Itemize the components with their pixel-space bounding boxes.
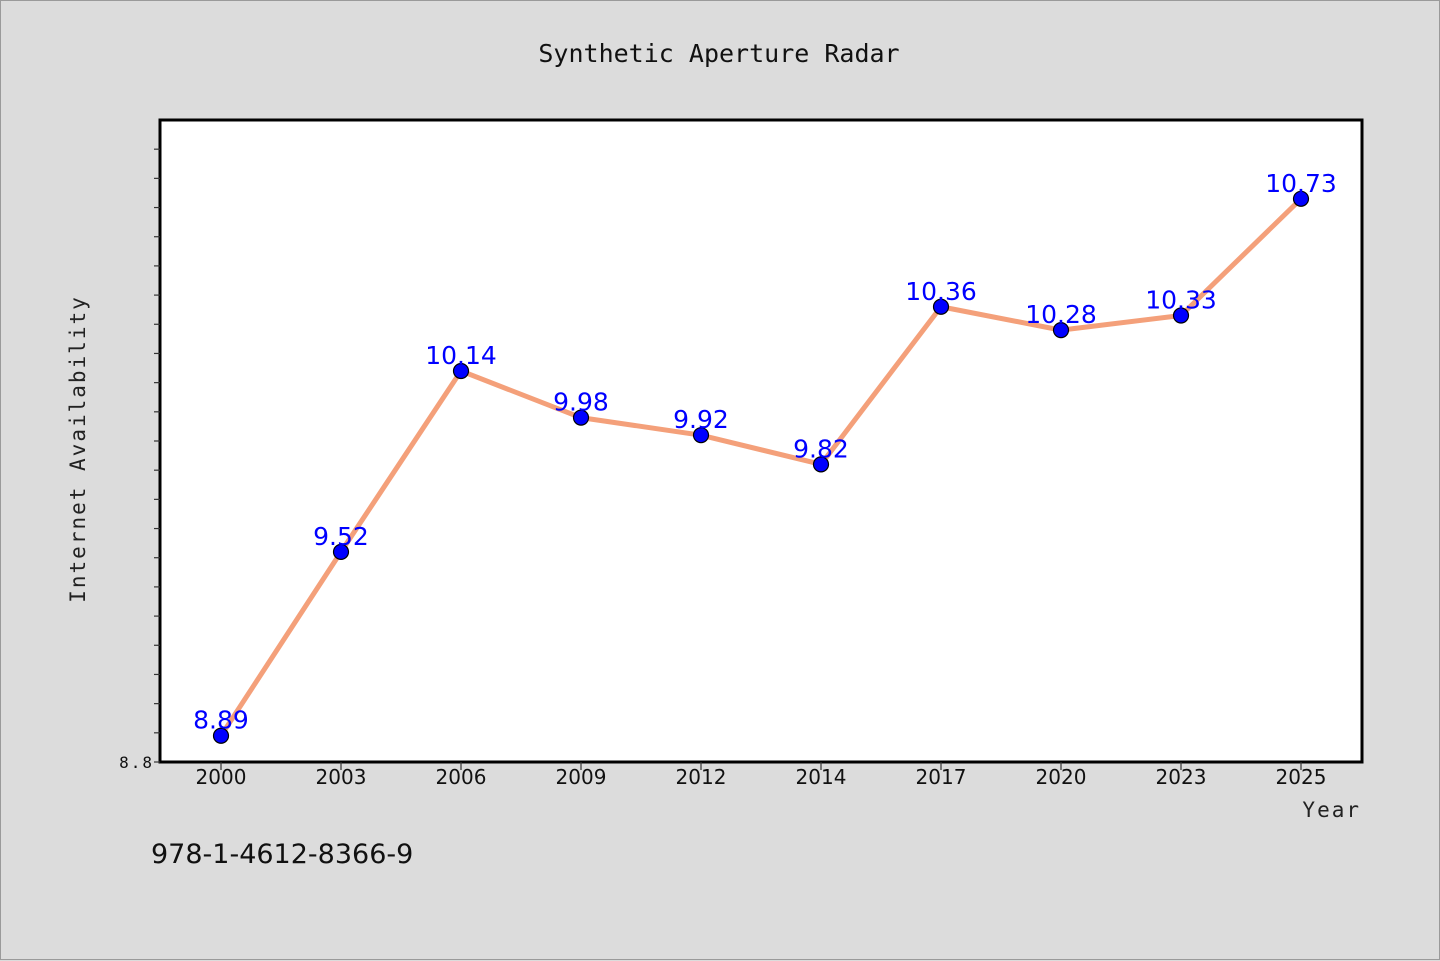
data-point: [1172, 307, 1190, 324]
x-tick-label: 2003: [316, 765, 367, 789]
x-tick-label: 2009: [556, 765, 607, 789]
y-tick-label: 8.8: [119, 753, 154, 772]
data-label: 9.92: [673, 405, 729, 434]
y-axis-label: Internet Availability: [66, 295, 90, 603]
x-axis-label: Year: [1302, 798, 1361, 822]
data-point: [692, 427, 710, 444]
y-axis-ticks: [154, 148, 160, 763]
x-tick-label: 2025: [1276, 765, 1327, 789]
data-label: 10.36: [905, 277, 977, 306]
data-point: [212, 727, 230, 744]
data-point: [812, 456, 830, 473]
series-line: [218, 196, 1304, 739]
data-label: 10.28: [1025, 300, 1097, 329]
y-axis-tick-labels: 8.8: [119, 753, 154, 772]
data-point: [452, 362, 470, 380]
x-tick-label: 2014: [796, 765, 847, 789]
data-point: [332, 543, 350, 560]
data-label: 9.52: [313, 522, 369, 551]
data-point: [572, 409, 590, 426]
data-label: 9.82: [793, 434, 849, 463]
data-label: 8.89: [193, 706, 249, 735]
data-label: 10.33: [1145, 286, 1217, 315]
data-label: 10.14: [425, 341, 497, 370]
data-point: [932, 298, 950, 315]
data-point: [1292, 190, 1310, 207]
chart-title: Synthetic Aperture Radar: [538, 39, 899, 68]
data-labels: 8.89 9.52 10.14 9.98 9.92 9.82 10.36 10.28 10.33…: [193, 169, 1337, 735]
x-tick-label: 2000: [196, 765, 247, 789]
x-tick-label: 2020: [1036, 765, 1087, 789]
data-label: 9.98: [553, 388, 609, 417]
x-tick-label: 2006: [436, 765, 487, 789]
x-tick-label: 2012: [676, 765, 727, 789]
data-point: [1052, 322, 1070, 339]
x-axis-tick-labels: 2000 2003 2006 2009 2012 2014 2017 2020 2023 2025: [196, 765, 1327, 789]
footer-isbn: 978-1-4612-8366-9: [151, 839, 413, 870]
data-label: 10.73: [1265, 169, 1337, 198]
series-markers: [212, 190, 1310, 744]
plot-area: [158, 118, 1364, 764]
x-axis-ticks: [220, 762, 1302, 770]
x-tick-label: 2017: [916, 765, 967, 789]
x-tick-label: 2023: [1156, 765, 1207, 789]
